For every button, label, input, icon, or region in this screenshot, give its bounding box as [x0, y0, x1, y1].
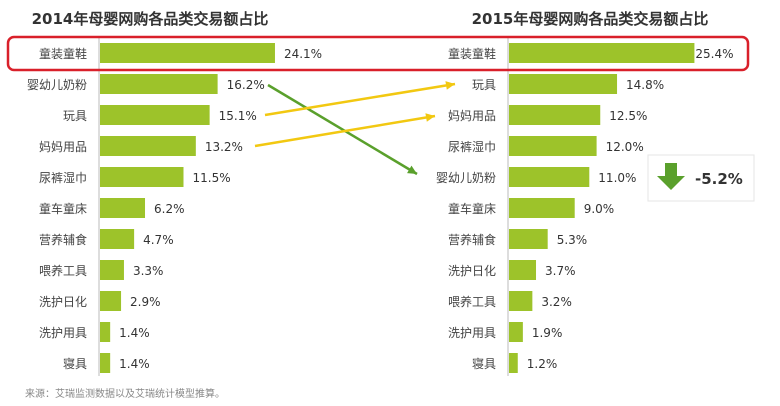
- bar: [100, 260, 124, 280]
- bar: [509, 136, 597, 156]
- arrow-toys-head: [445, 81, 455, 90]
- value-label: 15.1%: [219, 109, 257, 123]
- value-label: 3.7%: [545, 264, 576, 278]
- value-label: 5.3%: [557, 233, 588, 247]
- category-label: 洗护日化: [448, 264, 496, 278]
- bar: [100, 136, 196, 156]
- value-label: 4.7%: [143, 233, 174, 247]
- arrow-toys: [264, 82, 456, 117]
- value-label: 6.2%: [154, 202, 185, 216]
- value-label: 1.4%: [119, 326, 150, 340]
- value-label: 14.8%: [626, 78, 664, 92]
- bar: [100, 43, 275, 63]
- value-label: 1.2%: [527, 357, 558, 371]
- arrow-milk-powder-head: [407, 165, 417, 174]
- category-label: 洗护用具: [39, 326, 87, 340]
- bar: [100, 229, 135, 249]
- bar: [509, 167, 590, 187]
- bar: [509, 291, 533, 311]
- bar: [100, 105, 210, 125]
- category-label: 玩具: [472, 78, 496, 92]
- value-label: 1.9%: [532, 326, 563, 340]
- category-label: 洗护用具: [448, 326, 496, 340]
- value-label: 9.0%: [584, 202, 615, 216]
- bar: [100, 167, 184, 187]
- category-label: 寝具: [472, 356, 496, 371]
- value-label: 12.0%: [606, 140, 644, 154]
- category-label: 寝具: [63, 356, 87, 371]
- down-arrow-icon: [657, 163, 685, 190]
- bar: [509, 322, 523, 342]
- value-label: 11.0%: [598, 171, 636, 185]
- value-label: 24.1%: [284, 47, 322, 61]
- category-label: 喂养工具: [448, 294, 496, 309]
- bar: [509, 198, 575, 218]
- category-label: 营养辅食: [39, 232, 87, 247]
- value-label: 3.3%: [133, 264, 164, 278]
- bar: [100, 353, 111, 373]
- bar: [509, 260, 537, 280]
- value-label: 25.4%: [695, 47, 733, 61]
- value-label: 13.2%: [205, 140, 243, 154]
- category-label: 童车童床: [39, 201, 87, 216]
- category-label: 妈妈用品: [39, 140, 87, 154]
- value-label: 16.2%: [227, 78, 265, 92]
- value-label: 12.5%: [609, 109, 647, 123]
- bar: [100, 291, 122, 311]
- category-label: 洗护日化: [39, 295, 87, 309]
- category-label: 童装童鞋: [448, 46, 496, 61]
- bars-2014: 童装童鞋 24.1% 婴幼儿奶粉 16.2% 玩具 15.1% 妈妈用品 13.2% 尿裤湿巾 1…: [27, 38, 322, 376]
- arrow-mom-products: [254, 114, 436, 148]
- arrows: [254, 81, 456, 176]
- bar: [509, 229, 548, 249]
- arrow-mom-products-head: [425, 113, 435, 122]
- bar: [100, 322, 111, 342]
- chart-title-2014: 2014年母婴网购各品类交易额占比: [32, 10, 269, 28]
- bar: [509, 43, 695, 63]
- chart-title-2015: 2015年母婴网购各品类交易额占比: [472, 10, 709, 28]
- bar: [509, 353, 518, 373]
- category-label: 尿裤湿巾: [39, 170, 87, 185]
- category-label: 婴幼儿奶粉: [27, 78, 87, 92]
- bars-2015: 童装童鞋 25.4% 玩具 14.8% 妈妈用品 12.5% 尿裤湿巾 12.0% 婴幼儿奶粉 1…: [436, 38, 734, 376]
- category-label: 尿裤湿巾: [448, 139, 496, 154]
- bar: [100, 74, 218, 94]
- category-label: 喂养工具: [39, 263, 87, 278]
- value-label: 2.9%: [130, 295, 161, 309]
- highlight-box: [6, 35, 750, 72]
- category-label: 营养辅食: [448, 232, 496, 247]
- bar: [509, 105, 601, 125]
- category-label: 童车童床: [448, 201, 496, 216]
- value-label: 1.4%: [119, 357, 150, 371]
- change-label: -5.2%: [695, 170, 743, 188]
- arrow-milk-powder: [267, 83, 418, 176]
- value-label: 3.2%: [541, 295, 572, 309]
- value-label: 11.5%: [192, 171, 230, 185]
- category-label: 玩具: [63, 109, 87, 123]
- category-label: 婴幼儿奶粉: [436, 171, 496, 185]
- source-note: 来源：艾瑞监测数据以及艾瑞统计模型推算。: [25, 387, 225, 400]
- bar: [100, 198, 146, 218]
- category-label: 童装童鞋: [39, 46, 87, 61]
- category-label: 妈妈用品: [448, 109, 496, 123]
- bar: [509, 74, 618, 94]
